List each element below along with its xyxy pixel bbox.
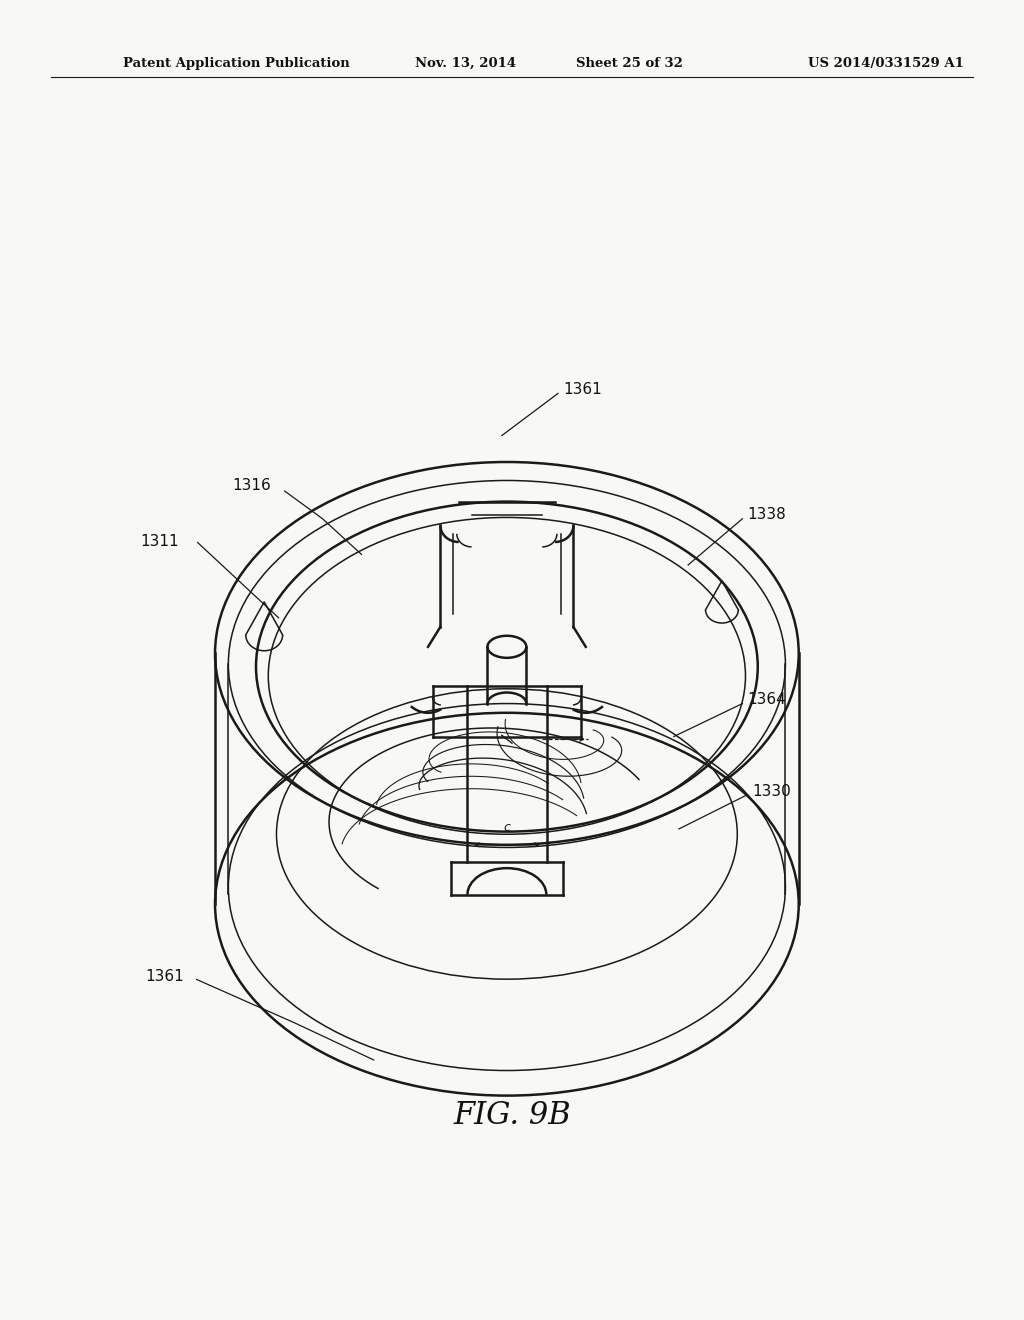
Text: 1330: 1330	[753, 784, 792, 800]
Text: 1316: 1316	[232, 478, 271, 494]
Text: FIG. 9B: FIG. 9B	[454, 1100, 570, 1131]
Text: 1364: 1364	[748, 692, 786, 708]
Text: Nov. 13, 2014: Nov. 13, 2014	[416, 57, 516, 70]
Text: US 2014/0331529 A1: US 2014/0331529 A1	[808, 57, 964, 70]
Text: c: c	[504, 821, 510, 834]
Text: Sheet 25 of 32: Sheet 25 of 32	[577, 57, 683, 70]
Text: 1338: 1338	[748, 507, 786, 523]
Text: Patent Application Publication: Patent Application Publication	[123, 57, 349, 70]
Text: 1311: 1311	[140, 533, 179, 549]
Text: 1361: 1361	[563, 381, 602, 397]
Text: 1361: 1361	[145, 969, 184, 985]
